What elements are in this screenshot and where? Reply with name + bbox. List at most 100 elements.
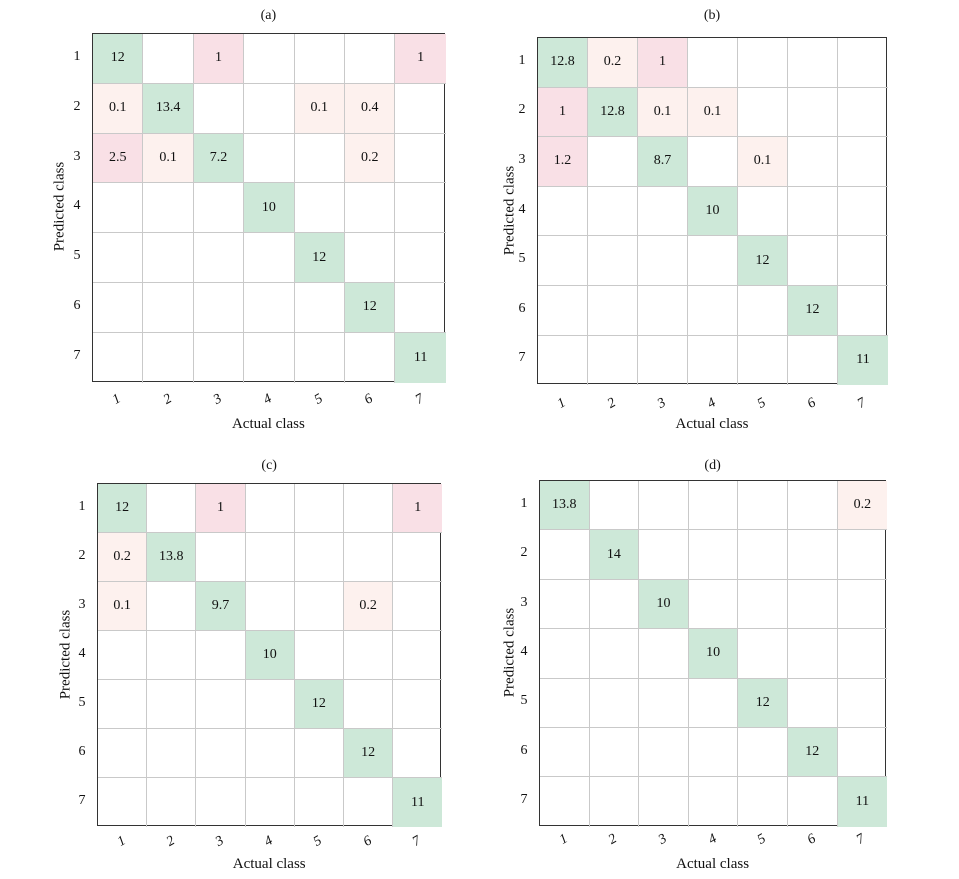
x-tick-label: 5	[755, 831, 769, 848]
matrix-cell	[345, 233, 396, 283]
matrix-cell: 10	[639, 579, 689, 630]
matrix-cell	[688, 530, 739, 580]
y-tick-label: 5	[518, 251, 526, 267]
matrix-cell	[689, 777, 739, 827]
matrix-cell	[688, 38, 738, 88]
matrix-cell: 0.1	[98, 582, 148, 631]
y-tick-label: 1	[73, 48, 81, 64]
matrix-cell	[93, 233, 144, 283]
x-tick-label: 4	[705, 831, 720, 848]
matrix-cell	[590, 777, 640, 827]
matrix-cell	[538, 186, 588, 237]
y-tick-label: 3	[520, 594, 528, 610]
matrix-cell	[738, 335, 788, 386]
matrix-cell: 12	[788, 728, 838, 778]
matrix-cell	[837, 629, 888, 679]
matrix-cell	[589, 678, 640, 728]
matrix-cell	[838, 286, 888, 336]
x-tick-label: 7	[409, 833, 424, 850]
matrix-cell	[295, 778, 344, 827]
y-tick-label: 2	[73, 98, 81, 114]
matrix-cell	[589, 481, 640, 531]
matrix-cell	[838, 88, 888, 138]
y-tick-label: 6	[518, 300, 526, 316]
x-tick-label: 6	[804, 831, 819, 848]
y-tick-label: 3	[78, 596, 86, 612]
y-tick-label: 5	[78, 694, 86, 710]
matrix-cell	[245, 533, 295, 582]
x-tick-label: 3	[210, 391, 225, 408]
matrix-cell	[93, 332, 144, 383]
matrix-cell: 0.1	[638, 87, 688, 138]
matrix-cell	[837, 530, 888, 580]
matrix-cell	[588, 286, 638, 336]
matrix-cell	[738, 777, 788, 827]
matrix-cell: 12	[345, 283, 396, 333]
matrix-cell	[638, 186, 688, 237]
matrix-cell	[738, 186, 788, 237]
matrix-cell	[344, 680, 394, 729]
x-tick-label: 2	[606, 831, 620, 848]
matrix-cell: 12.8	[538, 38, 588, 88]
matrix-cell	[589, 629, 640, 679]
matrix-cell	[294, 183, 345, 234]
matrix-cell	[788, 481, 838, 531]
matrix-cell: 12	[98, 484, 148, 533]
matrix-cell	[688, 579, 739, 630]
matrix-cell	[588, 137, 638, 187]
y-tick-label: 5	[520, 693, 528, 709]
x-tick-label: 7	[854, 831, 868, 848]
matrix-cell	[588, 186, 638, 237]
matrix-cell	[194, 332, 245, 383]
matrix-cell	[345, 183, 396, 234]
x-tick-label: 3	[212, 833, 227, 850]
matrix-cell	[688, 728, 739, 778]
matrix-cell: 1	[395, 34, 446, 84]
x-tick-label: 5	[754, 395, 769, 412]
y-tick-label: 2	[78, 547, 86, 563]
matrix-cell	[147, 729, 197, 778]
matrix-cell	[838, 137, 888, 187]
matrix-cell	[244, 283, 295, 333]
matrix-cell: 0.2	[588, 38, 638, 88]
matrix-cell	[147, 582, 197, 631]
matrix-cell: 0.1	[143, 133, 194, 184]
matrix-cell	[788, 335, 838, 386]
matrix-cell	[196, 729, 246, 778]
y-axis-label: Predicted class	[51, 162, 68, 252]
matrix-cell	[294, 533, 344, 582]
matrix-cell: 13.4	[143, 83, 194, 134]
matrix-cell: 10	[688, 629, 739, 679]
matrix-cell	[344, 484, 394, 533]
matrix-cell	[738, 481, 788, 531]
matrix-cell: 1.2	[538, 137, 588, 187]
matrix-cell	[244, 332, 295, 383]
matrix-cell: 0.2	[837, 481, 888, 531]
panel-title: (d)	[704, 458, 721, 473]
matrix-cell	[143, 332, 194, 383]
matrix-cell	[344, 533, 394, 582]
x-tick-label: 7	[412, 391, 427, 408]
matrix-cell	[294, 133, 345, 184]
matrix-cell: 1	[196, 484, 246, 533]
matrix-cell	[98, 631, 148, 680]
matrix-cell: 0.2	[98, 533, 148, 582]
matrix-cell: 10	[244, 183, 295, 234]
matrix-cell: 0.2	[344, 582, 394, 631]
matrix-cell	[294, 631, 344, 680]
matrix-cell	[688, 236, 738, 286]
matrix-cell	[837, 728, 888, 778]
matrix-cell	[589, 579, 640, 630]
matrix-cell: 0.1	[688, 87, 738, 138]
panel-title: (a)	[260, 8, 277, 23]
matrix-cell	[788, 87, 838, 138]
matrix-cell	[788, 678, 838, 728]
matrix-cell: 1	[193, 34, 245, 84]
matrix-cell: 12	[344, 729, 394, 778]
y-tick-label: 7	[78, 792, 86, 808]
matrix-cell	[395, 283, 446, 333]
matrix-cell	[98, 729, 148, 778]
x-tick-label: 3	[655, 831, 670, 848]
matrix-cell	[395, 183, 446, 234]
x-tick-label: 4	[704, 395, 719, 412]
